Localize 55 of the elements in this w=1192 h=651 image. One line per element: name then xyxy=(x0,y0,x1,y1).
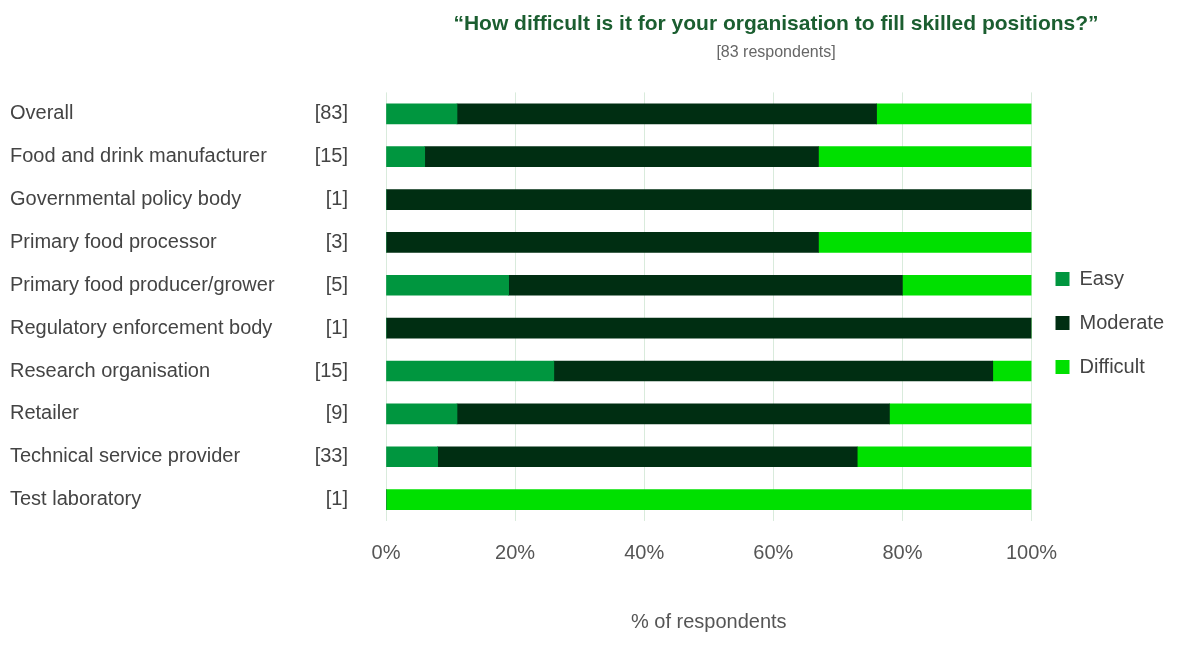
bar xyxy=(386,360,555,382)
y-tick-label: Primary food processor xyxy=(10,229,218,252)
y-tick-label: Food and drink manufacturer xyxy=(10,144,268,167)
x-tick-label: 20% xyxy=(495,540,536,563)
text: [1] xyxy=(325,187,348,210)
text: [33] xyxy=(314,444,348,467)
bar xyxy=(386,446,438,468)
bar xyxy=(553,360,994,382)
bar xyxy=(386,232,819,253)
bar xyxy=(856,446,1032,468)
bar xyxy=(386,274,509,296)
bar xyxy=(386,403,458,425)
legend-label: Moderate xyxy=(1079,310,1165,333)
y-tick-label: Test laboratory xyxy=(10,487,142,510)
bar xyxy=(386,146,426,168)
bar xyxy=(902,274,1032,296)
y-tick-label: Research organisation xyxy=(10,358,211,381)
x-axis-title: % of respondents xyxy=(630,609,787,632)
text: [1] xyxy=(325,487,348,510)
y-tick-label: Governmental policy body xyxy=(10,187,242,210)
bar xyxy=(818,146,1032,168)
bar xyxy=(992,360,1032,382)
bar xyxy=(876,103,1032,125)
x-tick-label: 100% xyxy=(1005,540,1058,563)
legend-label: Easy xyxy=(1079,266,1124,289)
text: [15] xyxy=(314,144,348,167)
y-tick-label: Primary food producer/grower xyxy=(10,272,275,295)
text: [1] xyxy=(325,315,348,338)
text: [15] xyxy=(314,358,348,381)
bar xyxy=(386,103,458,125)
bar xyxy=(889,403,1032,425)
bar xyxy=(437,446,858,468)
bar xyxy=(386,489,1032,510)
legend-label: Difficult xyxy=(1079,354,1146,377)
bar xyxy=(386,189,1032,210)
bar xyxy=(386,317,1032,339)
bar xyxy=(818,232,1032,253)
chart-title: “How difficult is it for your organisation to fill skilled positions?” xyxy=(453,11,1099,35)
bar xyxy=(508,274,903,296)
bar xyxy=(456,403,890,425)
y-tick-label: Retailer xyxy=(10,401,80,424)
x-tick-label: 0% xyxy=(371,540,401,563)
text: [83] xyxy=(314,101,348,124)
x-tick-label: 40% xyxy=(624,540,665,563)
x-tick-label: 80% xyxy=(882,540,923,563)
bar xyxy=(424,146,819,168)
text: [9] xyxy=(325,401,348,424)
y-tick-label: Technical service provider xyxy=(10,444,241,467)
text: [3] xyxy=(325,229,348,252)
chart-subtitle: [83 respondents] xyxy=(716,43,836,61)
y-tick-label: Regulatory enforcement body xyxy=(10,315,273,338)
y-tick-label: Overall xyxy=(10,101,74,124)
bar xyxy=(456,103,877,125)
text: [5] xyxy=(325,272,348,295)
x-tick-label: 60% xyxy=(753,540,794,563)
